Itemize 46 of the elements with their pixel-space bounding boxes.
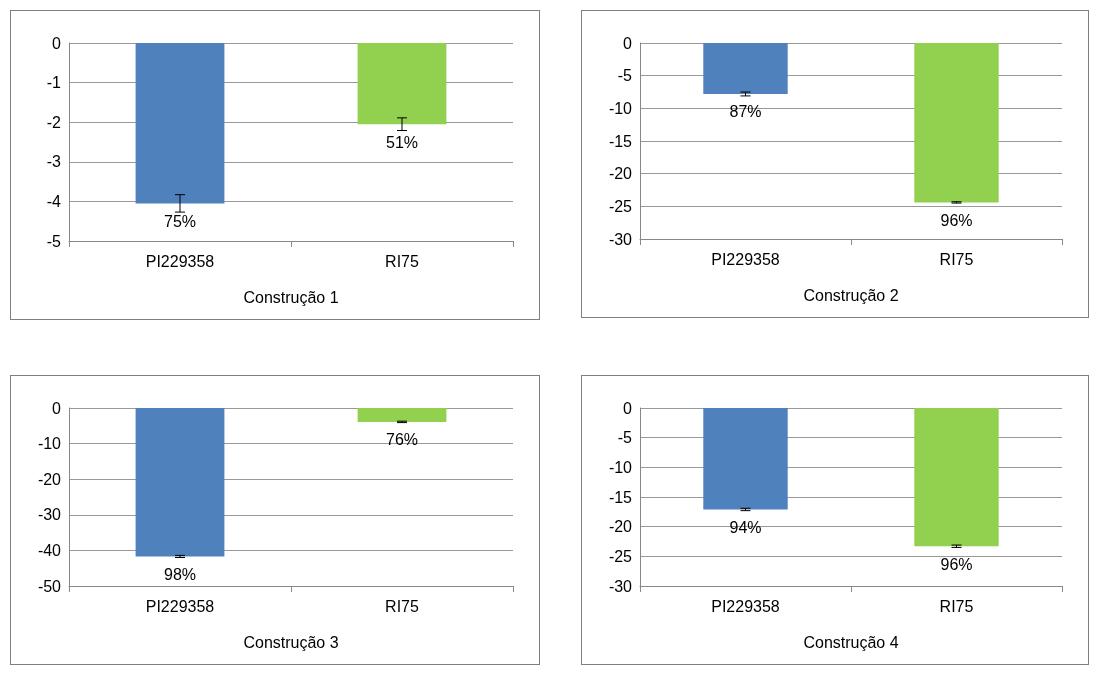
annotation: 94% [729, 518, 762, 536]
x-tick-label: PI229358 [711, 250, 780, 268]
x-tick-label: PI229358 [145, 252, 215, 270]
y-tick-label: -5 [617, 429, 633, 447]
y-tick-label: -5 [46, 232, 62, 250]
annotation: 51% [385, 133, 419, 151]
y-tick-label: -5 [617, 67, 633, 85]
annotation: 96% [940, 555, 973, 573]
x-axis-title: Construção 3 [243, 633, 339, 651]
y-tick-label: 0 [52, 34, 62, 52]
y-tick-label: -3 [46, 153, 62, 171]
y-tick-label: -10 [608, 458, 633, 476]
annotation: 75% [163, 212, 197, 230]
x-tick-label: RI75 [939, 250, 974, 268]
annotation: 98% [163, 565, 197, 583]
annotation: 76% [385, 431, 419, 449]
x-axis-title: Construção 4 [803, 633, 899, 651]
y-tick-label: -1 [46, 74, 62, 92]
y-tick-label: -25 [608, 547, 633, 565]
y-tick-label: -15 [608, 132, 633, 150]
y-tick-label: -30 [37, 506, 62, 524]
y-tick-label: -10 [37, 435, 62, 453]
y-tick-label: -25 [608, 197, 633, 215]
annotation: 96% [940, 211, 973, 229]
y-tick-label: -20 [608, 165, 633, 183]
x-tick-label: PI229358 [711, 597, 780, 615]
x-tick-label: RI75 [385, 597, 419, 615]
x-axis-title: Construção 2 [803, 286, 899, 304]
y-tick-label: -40 [37, 541, 62, 559]
annotation: 87% [729, 103, 762, 121]
y-tick-label: -20 [37, 470, 62, 488]
y-tick-label: 0 [623, 399, 633, 417]
x-tick-label: PI229358 [145, 597, 215, 615]
y-tick-label: -2 [46, 113, 62, 131]
x-tick-label: RI75 [939, 597, 974, 615]
y-tick-label: 0 [623, 34, 633, 52]
y-tick-label: -50 [37, 577, 62, 595]
y-tick-label: -30 [608, 577, 633, 595]
y-tick-label: -20 [608, 518, 633, 536]
y-tick-label: -30 [608, 230, 633, 248]
y-tick-label: 0 [52, 399, 62, 417]
x-tick-label: RI75 [385, 252, 419, 270]
y-tick-label: -4 [46, 192, 62, 210]
y-tick-label: -15 [608, 488, 633, 506]
y-tick-label: -10 [608, 99, 633, 117]
x-axis-title: Construção 1 [243, 288, 339, 306]
